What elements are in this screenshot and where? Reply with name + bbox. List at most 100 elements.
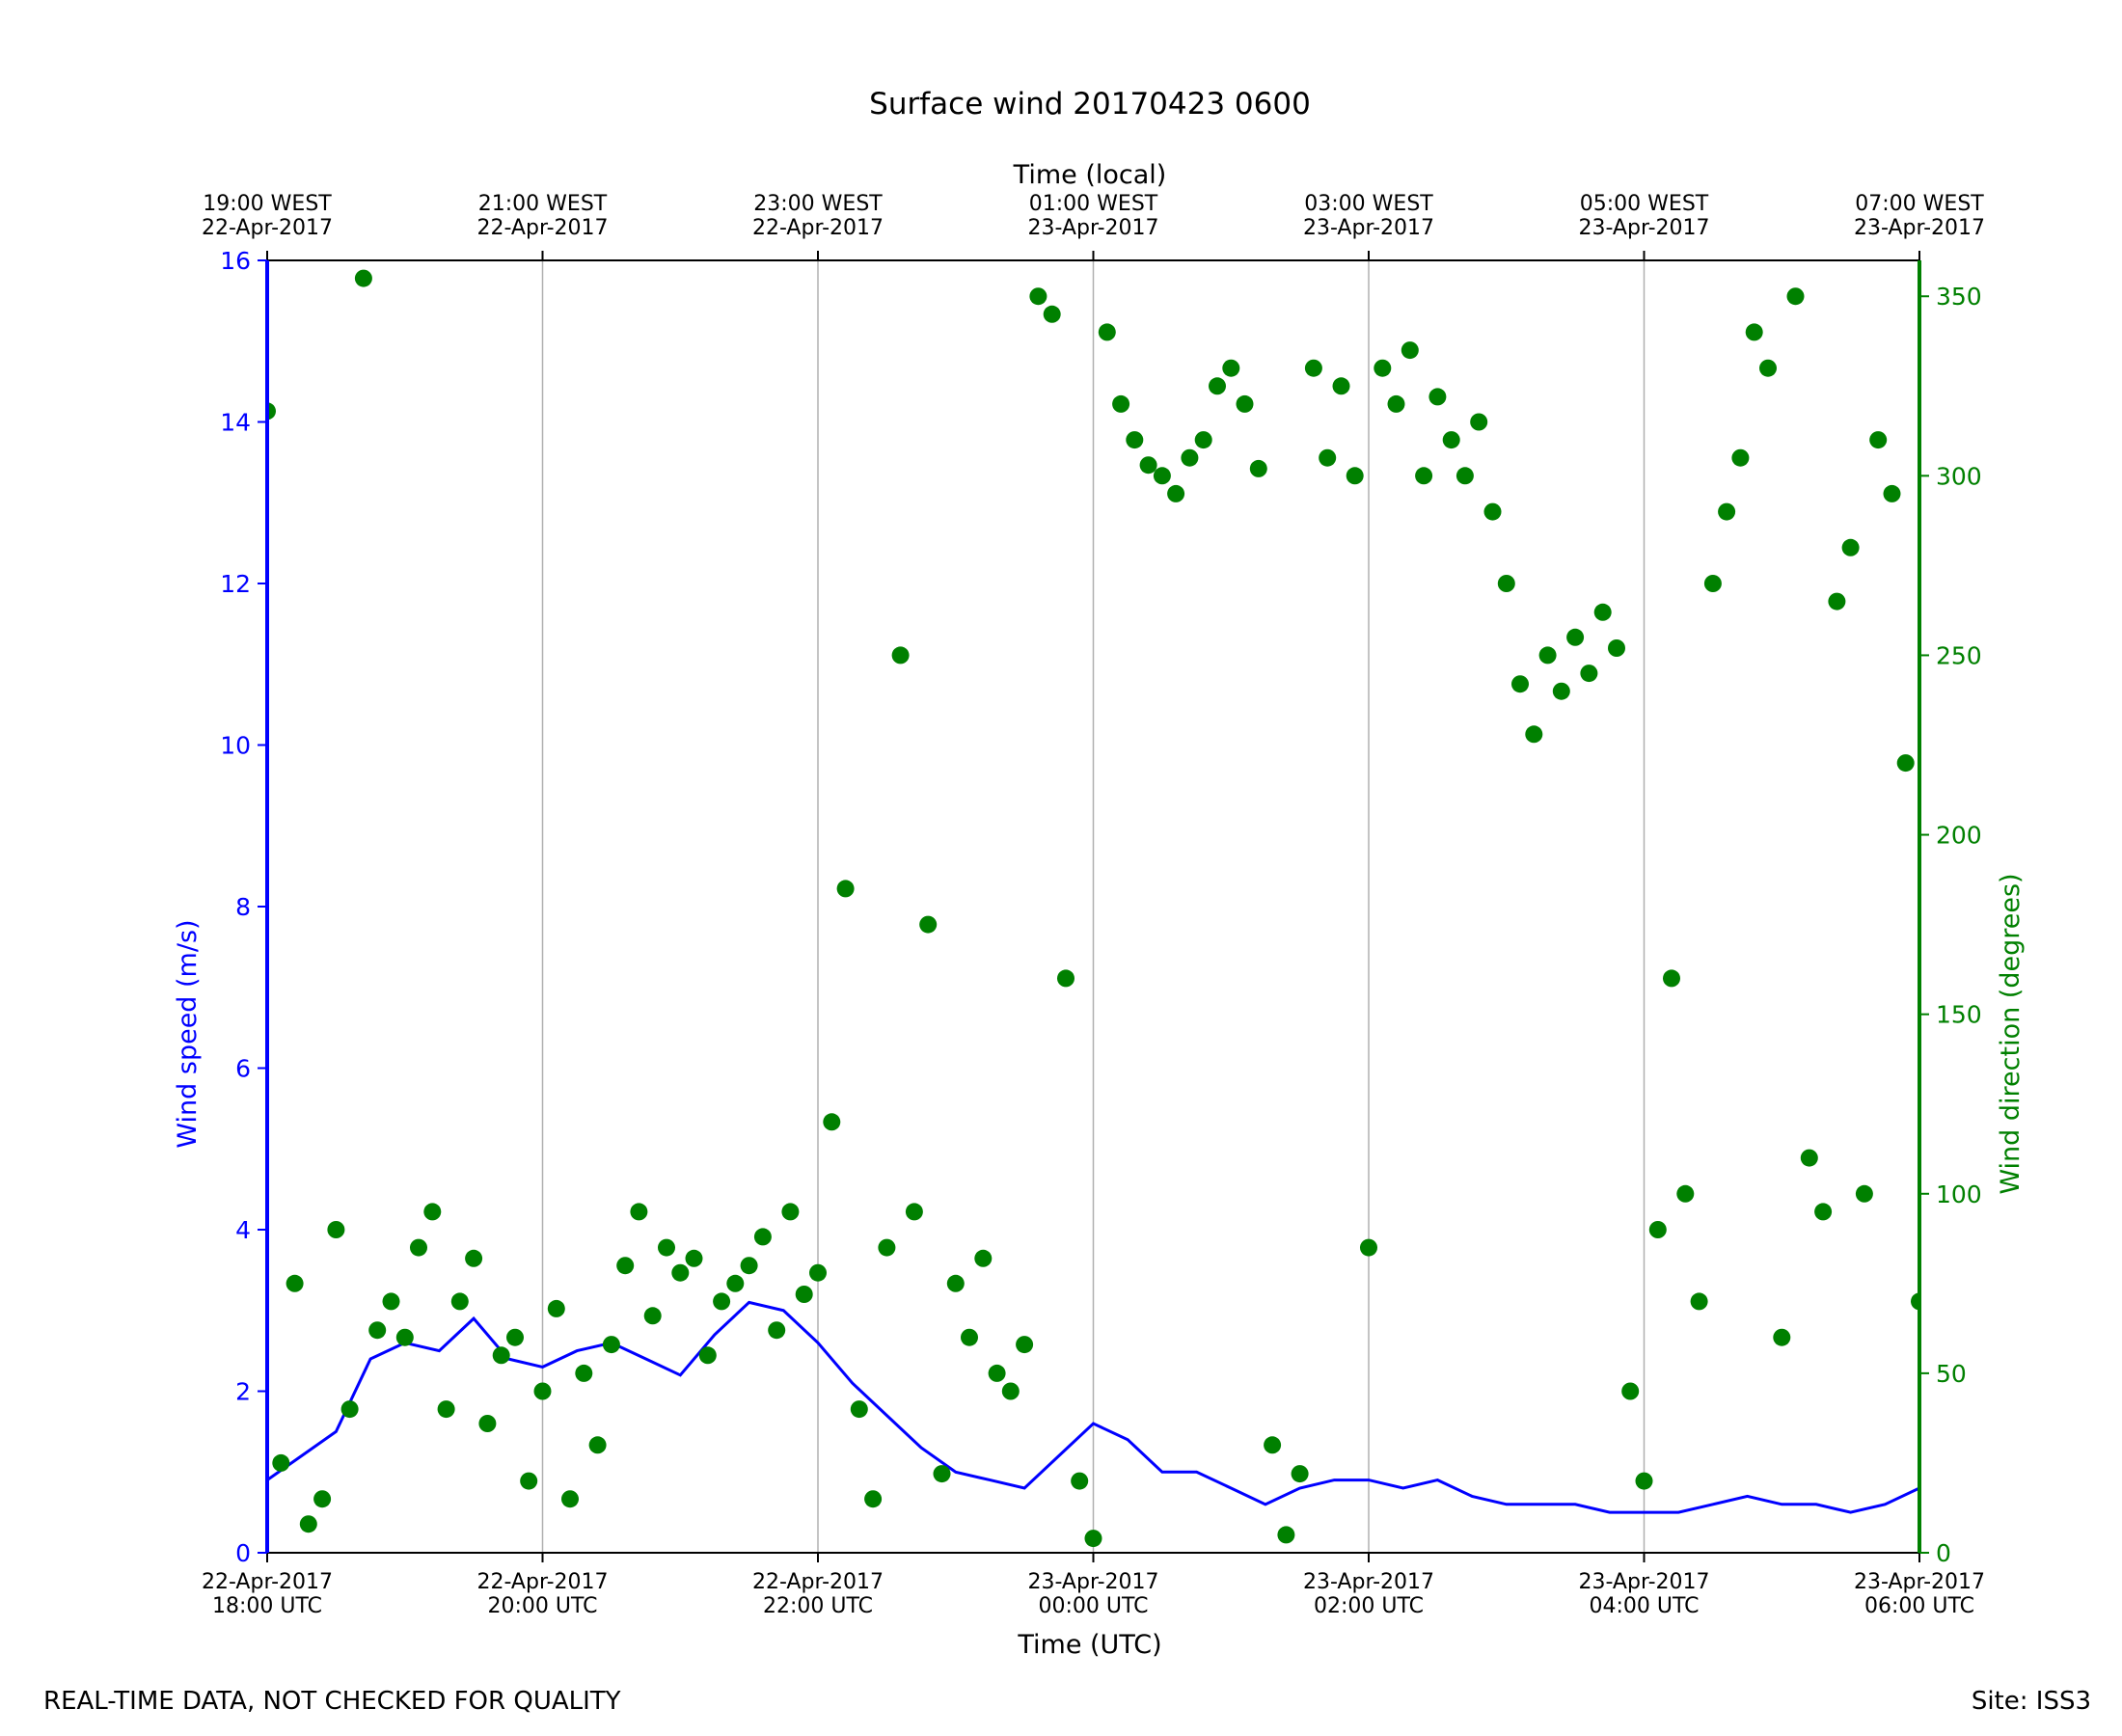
wind-direction-point: [1648, 1221, 1667, 1238]
y-tick-label-right: 200: [1936, 822, 1982, 850]
y-tick-label-right: 300: [1936, 462, 1982, 490]
x-tick-label-bottom-time: 22:00 UTC: [763, 1594, 873, 1618]
wind-direction-point: [1016, 1336, 1034, 1354]
wind-direction-point: [1304, 359, 1322, 377]
wind-direction-point: [1167, 484, 1185, 502]
wind-direction-point: [1676, 1184, 1695, 1203]
x-tick-label-top-time: 21:00 WEST: [478, 192, 608, 216]
wind-direction-point: [382, 1292, 400, 1311]
wind-direction-point: [933, 1465, 951, 1483]
y-tick-label-left: 10: [220, 732, 251, 760]
wind-direction-point: [1181, 448, 1199, 467]
wind-direction-point: [1071, 1472, 1089, 1490]
x-tick-label-top-date: 23-Apr-2017: [1303, 216, 1434, 240]
wind-direction-point: [1277, 1526, 1295, 1544]
x-tick-label-top-date: 23-Apr-2017: [1578, 216, 1709, 240]
wind-direction-point: [1828, 592, 1846, 610]
x-tick-label-bottom-time: 00:00 UTC: [1038, 1594, 1148, 1618]
wind-direction-point: [740, 1257, 758, 1275]
wind-direction-point: [795, 1286, 813, 1303]
y-tick-label-left: 8: [235, 893, 251, 921]
wind-direction-point: [437, 1400, 455, 1419]
wind-direction-point: [286, 1274, 304, 1292]
wind-direction-point: [1635, 1472, 1653, 1490]
wind-direction-point: [1608, 639, 1625, 657]
y-axis-left-label: Wind speed (m/s): [173, 919, 203, 1148]
y-tick-label-left: 6: [235, 1055, 251, 1083]
wind-direction-point: [864, 1490, 883, 1508]
wind-direction-point: [1387, 394, 1405, 413]
wind-direction-point: [919, 915, 938, 934]
x-tick-label-bottom-time: 06:00 UTC: [1864, 1594, 1974, 1618]
wind-direction-point: [1360, 1238, 1377, 1257]
wind-direction-point: [961, 1328, 978, 1346]
x-tick-label-top-date: 22-Apr-2017: [202, 216, 333, 240]
wind-direction-point: [891, 646, 910, 665]
wind-direction-point: [1663, 969, 1680, 988]
wind-direction-point: [1483, 502, 1502, 521]
wind-direction-point: [1511, 675, 1529, 693]
wind-direction-point: [1153, 467, 1171, 485]
wind-direction-point: [1139, 456, 1157, 475]
wind-direction-point: [1194, 431, 1212, 449]
wind-direction-point: [1319, 448, 1337, 467]
wind-direction-point: [1690, 1292, 1708, 1311]
wind-direction-point: [1911, 1292, 1919, 1311]
wind-direction-point: [1841, 538, 1860, 556]
wind-direction-point: [1731, 448, 1750, 467]
wind-direction-point: [1703, 575, 1722, 592]
y-tick-label-right: 250: [1936, 641, 1982, 669]
wind-direction-point: [1428, 388, 1447, 406]
wind-direction-point: [1112, 394, 1130, 413]
wind-direction-point: [1264, 1436, 1282, 1454]
y-tick-label-left: 0: [235, 1539, 251, 1567]
wind-direction-point: [1786, 287, 1805, 306]
wind-direction-point: [410, 1238, 427, 1257]
wind-direction-point: [1621, 1382, 1640, 1400]
wind-direction-point: [713, 1292, 731, 1311]
wind-direction-point: [1470, 413, 1488, 431]
wind-direction-point: [1497, 575, 1515, 592]
wind-direction-point: [753, 1228, 772, 1246]
wind-direction-point: [1455, 467, 1474, 485]
wind-direction-point: [1249, 459, 1267, 477]
wind-direction-point: [781, 1203, 800, 1221]
wind-direction-point: [1552, 682, 1570, 700]
wind-direction-point: [506, 1328, 524, 1346]
wind-direction-point: [299, 1515, 317, 1533]
wind-direction-point: [1401, 341, 1419, 360]
wind-direction-point: [1538, 646, 1557, 665]
wind-direction-point: [478, 1415, 497, 1432]
x-axis-label: Time (UTC): [1017, 1630, 1161, 1660]
x-tick-label-bottom-time: 04:00 UTC: [1589, 1594, 1699, 1618]
wind-direction-point: [272, 1453, 290, 1472]
y-tick-label-left: 14: [220, 409, 251, 437]
wind-direction-point: [533, 1382, 552, 1400]
wind-direction-point: [726, 1274, 745, 1292]
y-tick-label-left: 12: [220, 570, 251, 598]
wind-direction-point: [1332, 377, 1350, 395]
wind-direction-point: [1593, 603, 1612, 621]
site-label: Site: ISS3: [1972, 1687, 2091, 1716]
y-tick-label-right: 100: [1936, 1180, 1982, 1208]
y-axis-right-label: Wind direction (degrees): [1996, 873, 2026, 1194]
wind-direction-point: [905, 1203, 923, 1221]
x-tick-label-top-time: 23:00 WEST: [753, 192, 883, 216]
wind-direction-point: [520, 1472, 538, 1490]
wind-direction-point: [809, 1263, 827, 1282]
x-tick-label-top-date: 23-Apr-2017: [1854, 216, 1985, 240]
y-tick-label-left: 16: [220, 247, 251, 275]
wind-direction-point: [354, 269, 372, 287]
wind-direction-point: [492, 1346, 510, 1365]
wind-direction-point: [1442, 431, 1460, 449]
wind-direction-point: [588, 1436, 607, 1454]
wind-direction-point: [630, 1203, 648, 1221]
wind-direction-point: [974, 1249, 993, 1267]
wind-direction-point: [267, 402, 276, 420]
x-tick-label-bottom-date: 23-Apr-2017: [1303, 1570, 1434, 1594]
wind-direction-point: [1580, 665, 1598, 683]
wind-direction-point: [575, 1364, 593, 1382]
wind-speed-line: [267, 1300, 1919, 1514]
y-tick-label-left: 2: [235, 1378, 251, 1406]
wind-direction-point: [1209, 377, 1226, 395]
